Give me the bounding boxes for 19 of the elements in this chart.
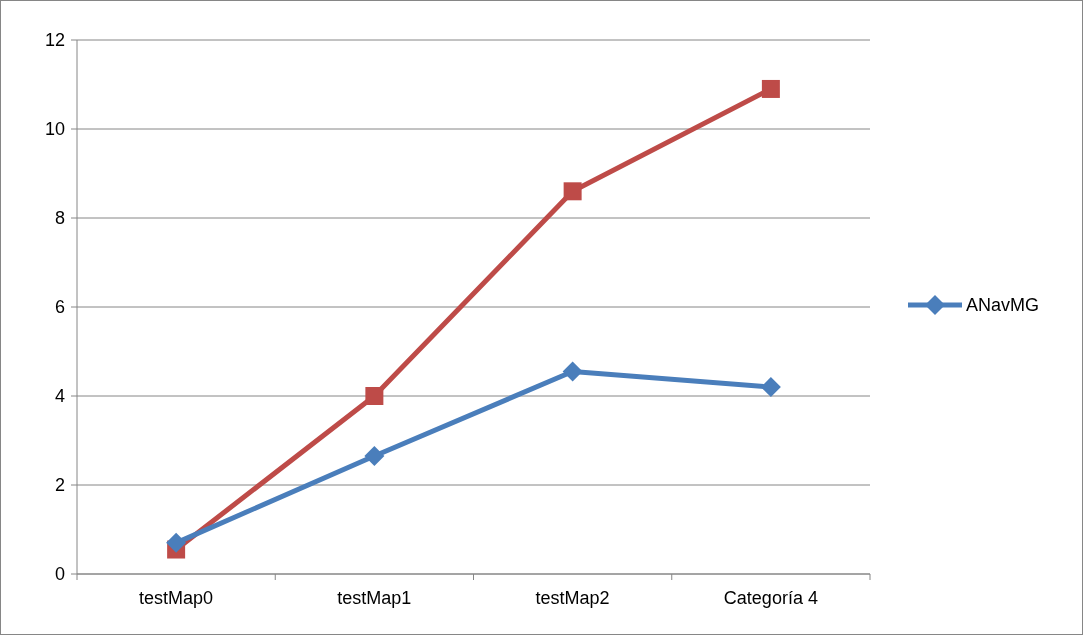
point <box>760 377 781 398</box>
point <box>166 532 187 553</box>
y-tick-label: 6 <box>54 297 65 318</box>
x-tick-label: Categoría 4 <box>723 588 818 608</box>
point <box>562 361 583 382</box>
point <box>563 182 582 201</box>
point <box>365 387 384 405</box>
legend-label: ANavMG <box>966 295 1040 316</box>
x-tick-label: testMap1 <box>337 588 412 608</box>
point <box>364 446 385 467</box>
y-tick-label: 12 <box>44 30 65 51</box>
x-tick-label: testMap2 <box>535 588 610 608</box>
x-tick-label: testMap0 <box>139 588 214 608</box>
y-tick-label: 4 <box>54 386 65 407</box>
y-tick-label: 0 <box>54 564 65 585</box>
y-tick-label: 8 <box>54 208 65 229</box>
y-tick-label: 2 <box>54 475 65 496</box>
y-tick-label: 10 <box>44 119 65 140</box>
point <box>761 79 780 98</box>
